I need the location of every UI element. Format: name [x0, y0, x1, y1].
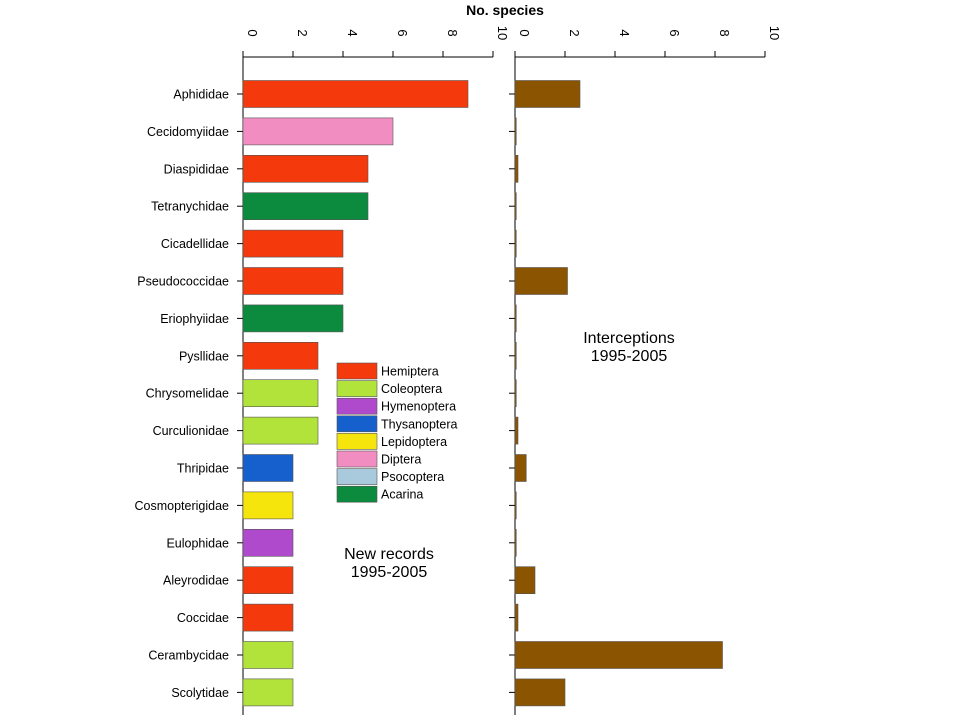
category-label: Pysllidae [179, 349, 229, 363]
category-label: Scolytidae [171, 686, 229, 700]
category-labels: Aphididae Cecidomyiidae Diaspididae Tetrany… [135, 88, 230, 700]
category-label: Thripidae [177, 462, 229, 476]
bar-eulophidae [514, 528, 517, 557]
x-tick-label: 10 [767, 26, 782, 40]
bar-scolytidae [514, 678, 566, 707]
bar-thripidae [242, 454, 294, 482]
legend-swatch [336, 485, 378, 503]
panel-label: 1995-2005 [591, 348, 668, 365]
x-tick-label: 8 [445, 29, 460, 36]
bar-coccidae [242, 603, 294, 632]
category-label: Tetranychidae [151, 200, 229, 214]
x-tick-label: 0 [245, 29, 260, 36]
bar-scolytidae [242, 678, 294, 707]
x-tick-label: 2 [295, 29, 310, 36]
panel-labels: New records1995-2005Interceptions1995-20… [344, 330, 675, 581]
x-tick-label: 4 [617, 29, 632, 36]
legend-swatch [336, 397, 378, 415]
chart-title: No. species [466, 2, 544, 18]
bar-pseudococcidae [514, 267, 568, 295]
category-label: Pseudococcidae [137, 275, 229, 289]
panel-label: 1995-2005 [351, 564, 428, 581]
bar-cecidomyiidae [514, 117, 517, 146]
x-tick-label: 4 [345, 29, 360, 36]
x-tick-label: 8 [717, 29, 732, 36]
legend-swatch [336, 450, 378, 468]
legend-label: Acarina [381, 488, 423, 502]
x-tick-label: 6 [395, 29, 410, 36]
legend-swatch [336, 468, 378, 485]
bar-tetranychidae [514, 192, 517, 220]
bar-eriophyiidae [514, 304, 517, 333]
legend-label: Hymenoptera [381, 400, 456, 414]
legend-swatch [336, 433, 378, 450]
legend-label: Thysanoptera [381, 417, 457, 431]
category-label: Coccidae [177, 611, 229, 625]
category-label: Eulophidae [166, 536, 229, 550]
bar-pysllidae [514, 341, 517, 370]
bar-diaspididae [242, 155, 369, 183]
bar-cerambycidae [242, 641, 294, 669]
panel-interceptions: 0 2 4 6 8 10 [509, 26, 782, 715]
bar-tetranychidae [242, 192, 369, 220]
category-label: Aphididae [173, 88, 229, 102]
legend-label: Hemiptera [381, 365, 439, 379]
bar-cicadellidae [514, 229, 517, 258]
legend-swatch [336, 362, 378, 380]
legend: Hemiptera Coleoptera Hymenoptera Thysanopte… [336, 362, 457, 503]
panel-new-records: 0 2 4 6 8 10 [237, 26, 510, 715]
bar-pseudococcidae [242, 267, 344, 295]
category-label: Eriophyiidae [160, 312, 229, 326]
bar-thripidae [514, 454, 527, 482]
category-label: Diaspididae [164, 162, 229, 176]
panel-label: New records [344, 546, 434, 563]
legend-swatch [336, 415, 378, 433]
bar-eriophyiidae [242, 304, 344, 333]
category-label: Cicadellidae [161, 237, 229, 251]
legend-label: Lepidoptera [381, 435, 447, 449]
category-label: Aleyrodidae [163, 574, 229, 588]
bar-chrysomelidae [514, 379, 517, 408]
x-tick-label: 6 [667, 29, 682, 36]
x-tick-label: 0 [517, 29, 532, 36]
legend-swatch [336, 380, 378, 397]
bar-chrysomelidae [242, 379, 319, 408]
bar-aphididae [242, 80, 469, 108]
bar-coccidae [514, 603, 519, 632]
legend-label: Psocoptera [381, 470, 444, 484]
bar-aleyrodidae [514, 566, 536, 595]
panel-label: Interceptions [583, 330, 675, 347]
bar-cerambycidae [514, 641, 723, 669]
category-label: Curculionidae [153, 424, 229, 438]
bar-cecidomyiidae [242, 117, 394, 146]
x-tick-label: 10 [495, 26, 510, 40]
legend-label: Diptera [381, 453, 421, 467]
bar-curculionidae [242, 416, 319, 445]
bar-aphididae [514, 80, 581, 108]
bar-aleyrodidae [242, 566, 294, 595]
bar-diaspididae [514, 155, 519, 183]
category-label: Cerambycidae [148, 649, 229, 663]
category-label: Cecidomyiidae [147, 125, 229, 139]
category-label: Chrysomelidae [146, 387, 229, 401]
bar-cicadellidae [242, 229, 344, 258]
bar-cosmopterigidae [242, 491, 294, 520]
legend-label: Coleoptera [381, 382, 442, 396]
bar-eulophidae [242, 528, 294, 557]
x-tick-label: 2 [567, 29, 582, 36]
category-label: Cosmopterigidae [135, 499, 230, 513]
bar-curculionidae [514, 416, 519, 445]
bar-pysllidae [242, 341, 319, 370]
bar-cosmopterigidae [514, 491, 517, 520]
